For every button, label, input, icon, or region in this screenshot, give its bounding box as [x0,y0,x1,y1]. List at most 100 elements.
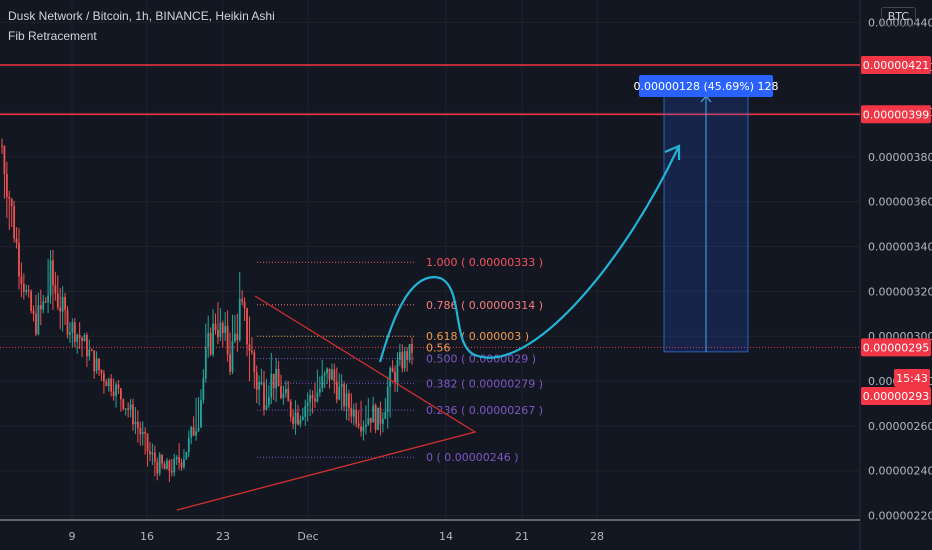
candle-body [403,351,406,369]
x-tick-label: 28 [590,530,604,543]
candle-body [61,296,64,312]
candle-body [78,334,81,338]
y-tick-label: 0.00000220 [868,510,932,523]
price-axis[interactable]: 0.000004400.000004200.000004000.00000380… [861,16,932,523]
candle-body [132,404,134,425]
candle-body [192,427,195,436]
candle-body [115,384,117,397]
candle-body [335,381,338,400]
candle-body [52,260,54,286]
candle-body [76,334,79,342]
candle-body [146,433,149,452]
price-tag-bg[interactable] [861,387,931,405]
candle-body [98,358,100,370]
price-tag-bg[interactable] [861,56,931,74]
y-tick-label: 0.00000360 [868,196,932,209]
candle-body [250,350,253,353]
currency-badge[interactable]: BTC [880,7,916,26]
price-tag-bg[interactable] [894,369,930,387]
candle-body [343,384,345,407]
y-tick-label: 0.00000260 [868,420,932,433]
candle-body [236,333,239,341]
candle-body [212,323,214,355]
candle-body [144,431,147,434]
candle-body [338,386,341,400]
candle-body [258,382,261,390]
candle-body [398,351,401,361]
candle-body [265,405,268,410]
candle-body [350,408,353,417]
candle-body [71,322,74,333]
candle-body [187,437,190,453]
candle-body [88,349,91,357]
candle-body [357,423,360,427]
price-tag-bg[interactable] [861,338,931,357]
candle-body [284,388,287,394]
candle-body [168,460,171,472]
candle-body [362,426,365,432]
candle-body [311,395,314,399]
indicator-label[interactable]: Fib Retracement [8,29,97,43]
candle-body [331,369,333,380]
candle-body [369,418,372,423]
y-tick-label: 0.00000380 [868,151,932,164]
candle-body [183,459,185,468]
candle-body [73,322,76,342]
candle-body [253,352,256,373]
price-projection[interactable]: 0.00000128 (45.69%) 128 [634,75,779,353]
candle-body [30,291,33,311]
candle-body [374,405,377,430]
candle-body [190,427,193,438]
time-axis[interactable]: 9 16 23 Dec 14 21 28 [69,530,605,543]
candle-body [381,418,384,424]
grid [0,0,861,550]
candle-body [219,322,222,338]
candle-body [117,384,120,389]
projection-label-bg[interactable] [639,75,773,97]
candle-body [44,301,47,303]
candle-body [401,351,404,369]
fib-level-label: 1.000 ( 0.00000333 ) [426,256,543,269]
candle-body [229,354,231,372]
candle-body [360,426,362,432]
candle-body [340,384,343,387]
candle-body [178,457,181,463]
candle-body [195,431,197,436]
fib-level-label: 0.500 ( 0.0000029 ) [426,353,536,366]
triangle-lines[interactable] [176,295,477,511]
candle-body [287,388,290,402]
triangle-pattern[interactable] [176,295,477,511]
candle-body [10,198,13,207]
candle-body [151,452,154,455]
candle-body [122,399,125,409]
horizontal-lines[interactable] [0,64,860,348]
candle-body [275,368,278,389]
candle-body [309,395,312,403]
candle-body [396,360,399,383]
x-tick-label: 9 [69,530,76,543]
candle-body [200,400,202,428]
candle-body [367,418,370,425]
candle-body [27,289,30,292]
candle-body [241,299,244,302]
candle-body [226,325,229,355]
projection-label: 0.00000128 (45.69%) 128 [634,80,779,93]
candle-body [173,458,176,473]
x-tick-label: 16 [140,530,154,543]
price-tag-bg[interactable] [861,105,931,124]
candle-body [202,378,205,401]
candle-body [321,375,324,389]
candle-body [217,329,219,338]
candle-body [248,344,251,351]
candle-body [129,404,132,410]
candle-body [214,323,217,330]
candle-body [127,408,130,410]
candle-body [49,260,52,296]
candle-body [3,146,6,175]
forecast-arrow[interactable] [378,144,681,363]
forecast-curve[interactable] [378,147,679,363]
candle-body [81,337,83,341]
candle-body [119,388,122,400]
y-tick-label: 0.00000240 [868,465,932,478]
